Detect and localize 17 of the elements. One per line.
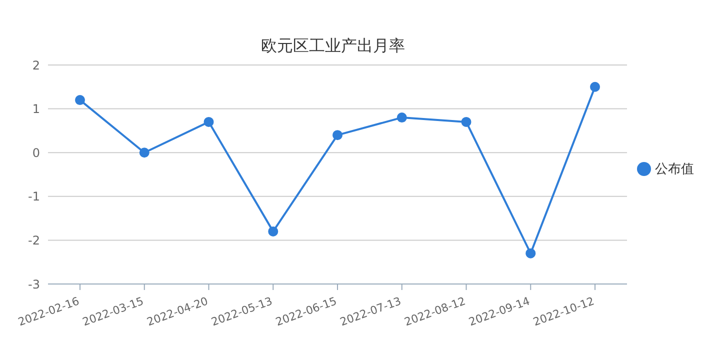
point	[396, 112, 407, 123]
y-tick-label: -2	[28, 233, 40, 248]
chart-title: 欧元区工业产出月率	[260, 36, 406, 57]
point	[75, 95, 85, 106]
y-tick-label: 1	[32, 102, 40, 116]
point	[139, 148, 150, 158]
legend-label: 公布值	[655, 162, 694, 176]
point	[461, 116, 472, 127]
y-tick-label: -1	[28, 190, 40, 204]
y-tick-label: -3	[28, 277, 40, 292]
point	[526, 248, 536, 258]
point	[268, 226, 278, 236]
y-tick-label: 0	[32, 146, 40, 160]
point	[204, 116, 214, 127]
point	[590, 82, 600, 92]
y-tick-label: 2	[32, 58, 40, 72]
point	[332, 130, 342, 140]
